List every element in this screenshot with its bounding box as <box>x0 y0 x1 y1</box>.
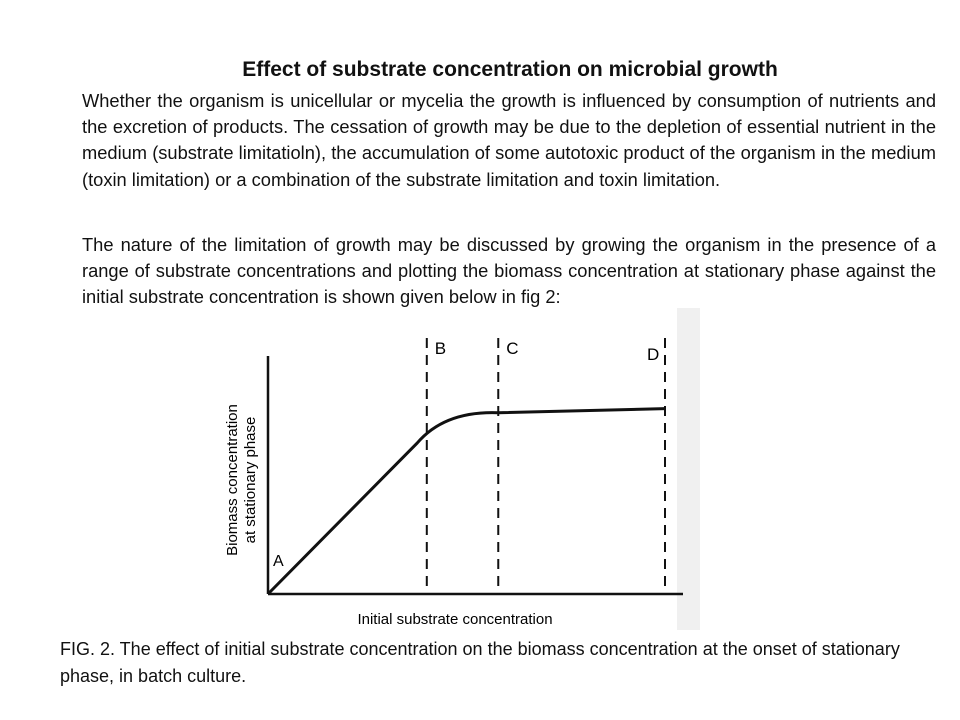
y-axis-label-line2: at stationary phase <box>242 417 259 544</box>
point-label-A: A <box>273 553 284 570</box>
x-axis-label: Initial substrate concentration <box>357 611 552 628</box>
page-title: Effect of substrate concentration on mic… <box>242 58 778 81</box>
scan-edge-shade <box>677 308 700 630</box>
y-axis-label-line1: Biomass concentration <box>224 404 241 556</box>
paragraph-2: The nature of the limitation of growth m… <box>82 234 936 308</box>
marker-label-C: C <box>506 339 518 358</box>
marker-label-D: D <box>647 345 659 364</box>
paragraph-1: Whether the organism is unicellular or m… <box>82 90 936 190</box>
figure-caption: FIG. 2. The effect of initial substrate … <box>60 639 900 686</box>
biomass-curve <box>266 407 666 596</box>
marker-label-B: B <box>435 339 446 358</box>
growth-chart: Biomass concentration at stationary phas… <box>224 308 700 630</box>
figure-2: Biomass concentration at stationary phas… <box>215 308 700 630</box>
